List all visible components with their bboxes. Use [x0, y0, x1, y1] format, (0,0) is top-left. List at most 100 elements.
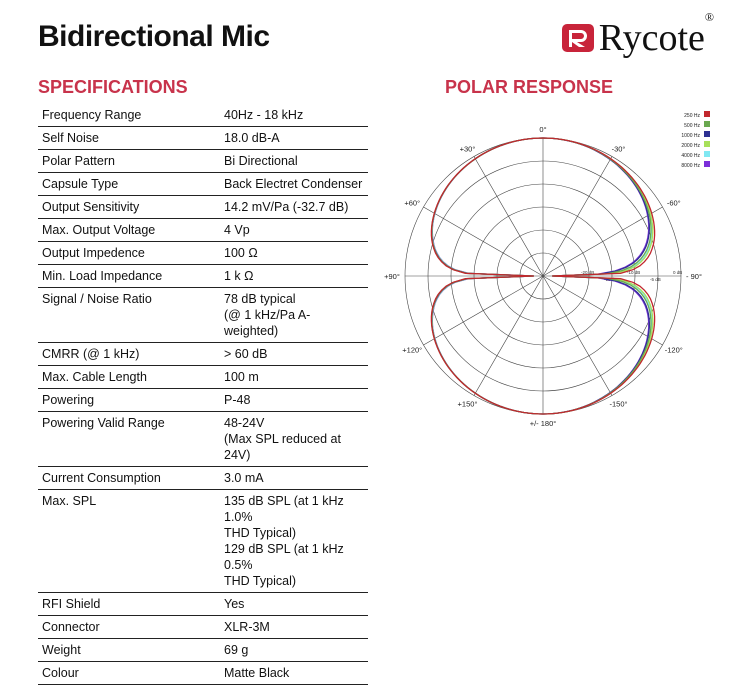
spec-value: Back Electret Condenser [220, 172, 368, 196]
spec-value-line: 129 dB SPL (at 1 kHz 0.5% [224, 542, 344, 572]
spec-value-line: Back Electret Condenser [224, 177, 363, 191]
spec-label: CMRR (@ 1 kHz) [38, 342, 220, 366]
spec-value-line: 1 k Ω [224, 269, 254, 283]
spec-label: RFI Shield [38, 592, 220, 616]
spec-value-line: 18.0 dB-A [224, 131, 280, 145]
logo: Rycote® [561, 10, 714, 60]
response-curve [430, 137, 656, 415]
spec-label: Weight [38, 638, 220, 662]
angle-label: -60° [667, 199, 681, 208]
legend-swatch [704, 121, 710, 127]
spec-value-line: P-48 [224, 393, 251, 407]
spec-value: 14.2 mV/Pa (-32.7 dB) [220, 195, 368, 219]
polar-spoke [542, 156, 613, 277]
polar-spoke [473, 275, 544, 396]
polar-spoke [423, 206, 544, 277]
ring-label: 0 dB [673, 270, 682, 275]
angle-label: +120° [402, 346, 422, 355]
polar-heading: POLAR RESPONSE [445, 77, 614, 97]
spec-value-line: 14.2 mV/Pa (-32.7 dB) [224, 200, 349, 214]
logo-text: Rycote® [599, 10, 714, 60]
polar-chart: -20 dB-15 dB-10 dB-5 dB0 dB0°-30°-60°- 9… [384, 111, 710, 428]
spec-label: Signal / Noise Ratio [38, 287, 220, 343]
ring-label: -10 dB [627, 270, 640, 275]
spec-value-line: (@ 1 kHz/Pa A-weighted) [224, 308, 311, 338]
legend-label: 250 Hz [684, 113, 700, 119]
spec-value: 100 Ω [220, 241, 368, 265]
spec-value-line: THD Typical) [224, 574, 297, 588]
polar-spoke [473, 156, 544, 277]
spec-value-line: XLR-3M [224, 620, 270, 634]
spec-row: RFI Shield Yes [38, 592, 368, 616]
spec-label: Connector [38, 615, 220, 639]
legend-swatch [704, 151, 710, 157]
spec-row: Polar Pattern Bi Directional [38, 149, 368, 173]
legend-swatch [704, 161, 710, 167]
spec-value: 40Hz - 18 kHz [220, 104, 368, 127]
spec-label: Output Impedence [38, 241, 220, 265]
angle-label: +/- 180° [530, 419, 557, 428]
spec-label: Max. Output Voltage [38, 218, 220, 242]
polar-spoke [542, 275, 663, 346]
spec-value-line: (Max SPL reduced at 24V) [224, 432, 341, 462]
spec-value: 18.0 dB-A [220, 126, 368, 150]
spec-value-line: 4 Vp [224, 223, 250, 237]
spec-label: Self Noise [38, 126, 220, 150]
spec-value: 100 m [220, 365, 368, 389]
spec-row: Connector XLR-3M [38, 615, 368, 639]
legend-label: 1000 Hz [681, 133, 700, 139]
spec-value: 78 dB typical (@ 1 kHz/Pa A-weighted) [220, 287, 368, 343]
spec-value: Yes [220, 592, 368, 616]
angle-label: 0° [539, 125, 546, 134]
legend-label: 500 Hz [684, 123, 700, 129]
legend-swatch [704, 111, 710, 117]
spec-row: Frequency Range 40Hz - 18 kHz [38, 104, 368, 127]
spec-value-line: 100 m [224, 370, 259, 384]
angle-label: +150° [458, 399, 478, 408]
spec-row: CMRR (@ 1 kHz) > 60 dB [38, 342, 368, 366]
spec-row: Output Impedence 100 Ω [38, 241, 368, 265]
spec-label: Colour [38, 661, 220, 685]
spec-label: Frequency Range [38, 104, 220, 127]
spec-value: 135 dB SPL (at 1 kHz 1.0% THD Typical) 129… [220, 489, 368, 593]
legend-swatch [704, 131, 710, 137]
spec-value: 3.0 mA [220, 466, 368, 490]
spec-row: Min. Load Impedance 1 k Ω [38, 264, 368, 288]
spec-value-line: 78 dB typical [224, 292, 296, 306]
angle-label: -30° [612, 145, 626, 154]
spec-label: Current Consumption [38, 466, 220, 490]
spec-label: Min. Load Impedance [38, 264, 220, 288]
spec-value-line: THD Typical) [224, 526, 297, 540]
spec-value: Matte Black [220, 661, 368, 685]
spec-value-line: 40Hz - 18 kHz [224, 108, 304, 122]
spec-value: 4 Vp [220, 218, 368, 242]
spec-row: Capsule Type Back Electret Condenser [38, 172, 368, 196]
ring-label: -5 dB [650, 277, 661, 282]
spec-value-line: 100 Ω [224, 246, 258, 260]
spec-value: > 60 dB [220, 342, 368, 366]
spec-row: Weight 69 g [38, 638, 368, 662]
spec-value: P-48 [220, 388, 368, 412]
spec-label: Powering [38, 388, 220, 412]
spec-value-line: 69 g [224, 643, 249, 657]
spec-value: 1 k Ω [220, 264, 368, 288]
spec-row: Output Sensitivity 14.2 mV/Pa (-32.7 dB) [38, 195, 368, 219]
title: Bidirectional Mic [38, 20, 270, 53]
spec-value-line: 48-24V [224, 416, 265, 430]
ring-label: -20 dB [581, 270, 594, 275]
spec-row: Colour Matte Black [38, 661, 368, 685]
spec-value: Bi Directional [220, 149, 368, 173]
spec-value-line: 135 dB SPL (at 1 kHz 1.0% [224, 494, 344, 524]
angle-label: -120° [665, 346, 683, 355]
spec-value: 69 g [220, 638, 368, 662]
polar-spoke [542, 275, 613, 396]
spec-value-line: 3.0 mA [224, 471, 264, 485]
spec-table: Frequency Range 40Hz - 18 kHz Self Noise 18… [38, 104, 368, 685]
spec-row: Max. SPL 135 dB SPL (at 1 kHz 1.0% THD Typ… [38, 489, 368, 593]
spec-label: Capsule Type [38, 172, 220, 196]
page: Bidirectional Mic Rycote® SPECIFICATIONS… [38, 10, 714, 685]
spec-label: Max. SPL [38, 489, 220, 593]
legend-swatch [704, 141, 710, 147]
legend-label: 4000 Hz [681, 153, 700, 159]
spec-row: Powering P-48 [38, 388, 368, 412]
